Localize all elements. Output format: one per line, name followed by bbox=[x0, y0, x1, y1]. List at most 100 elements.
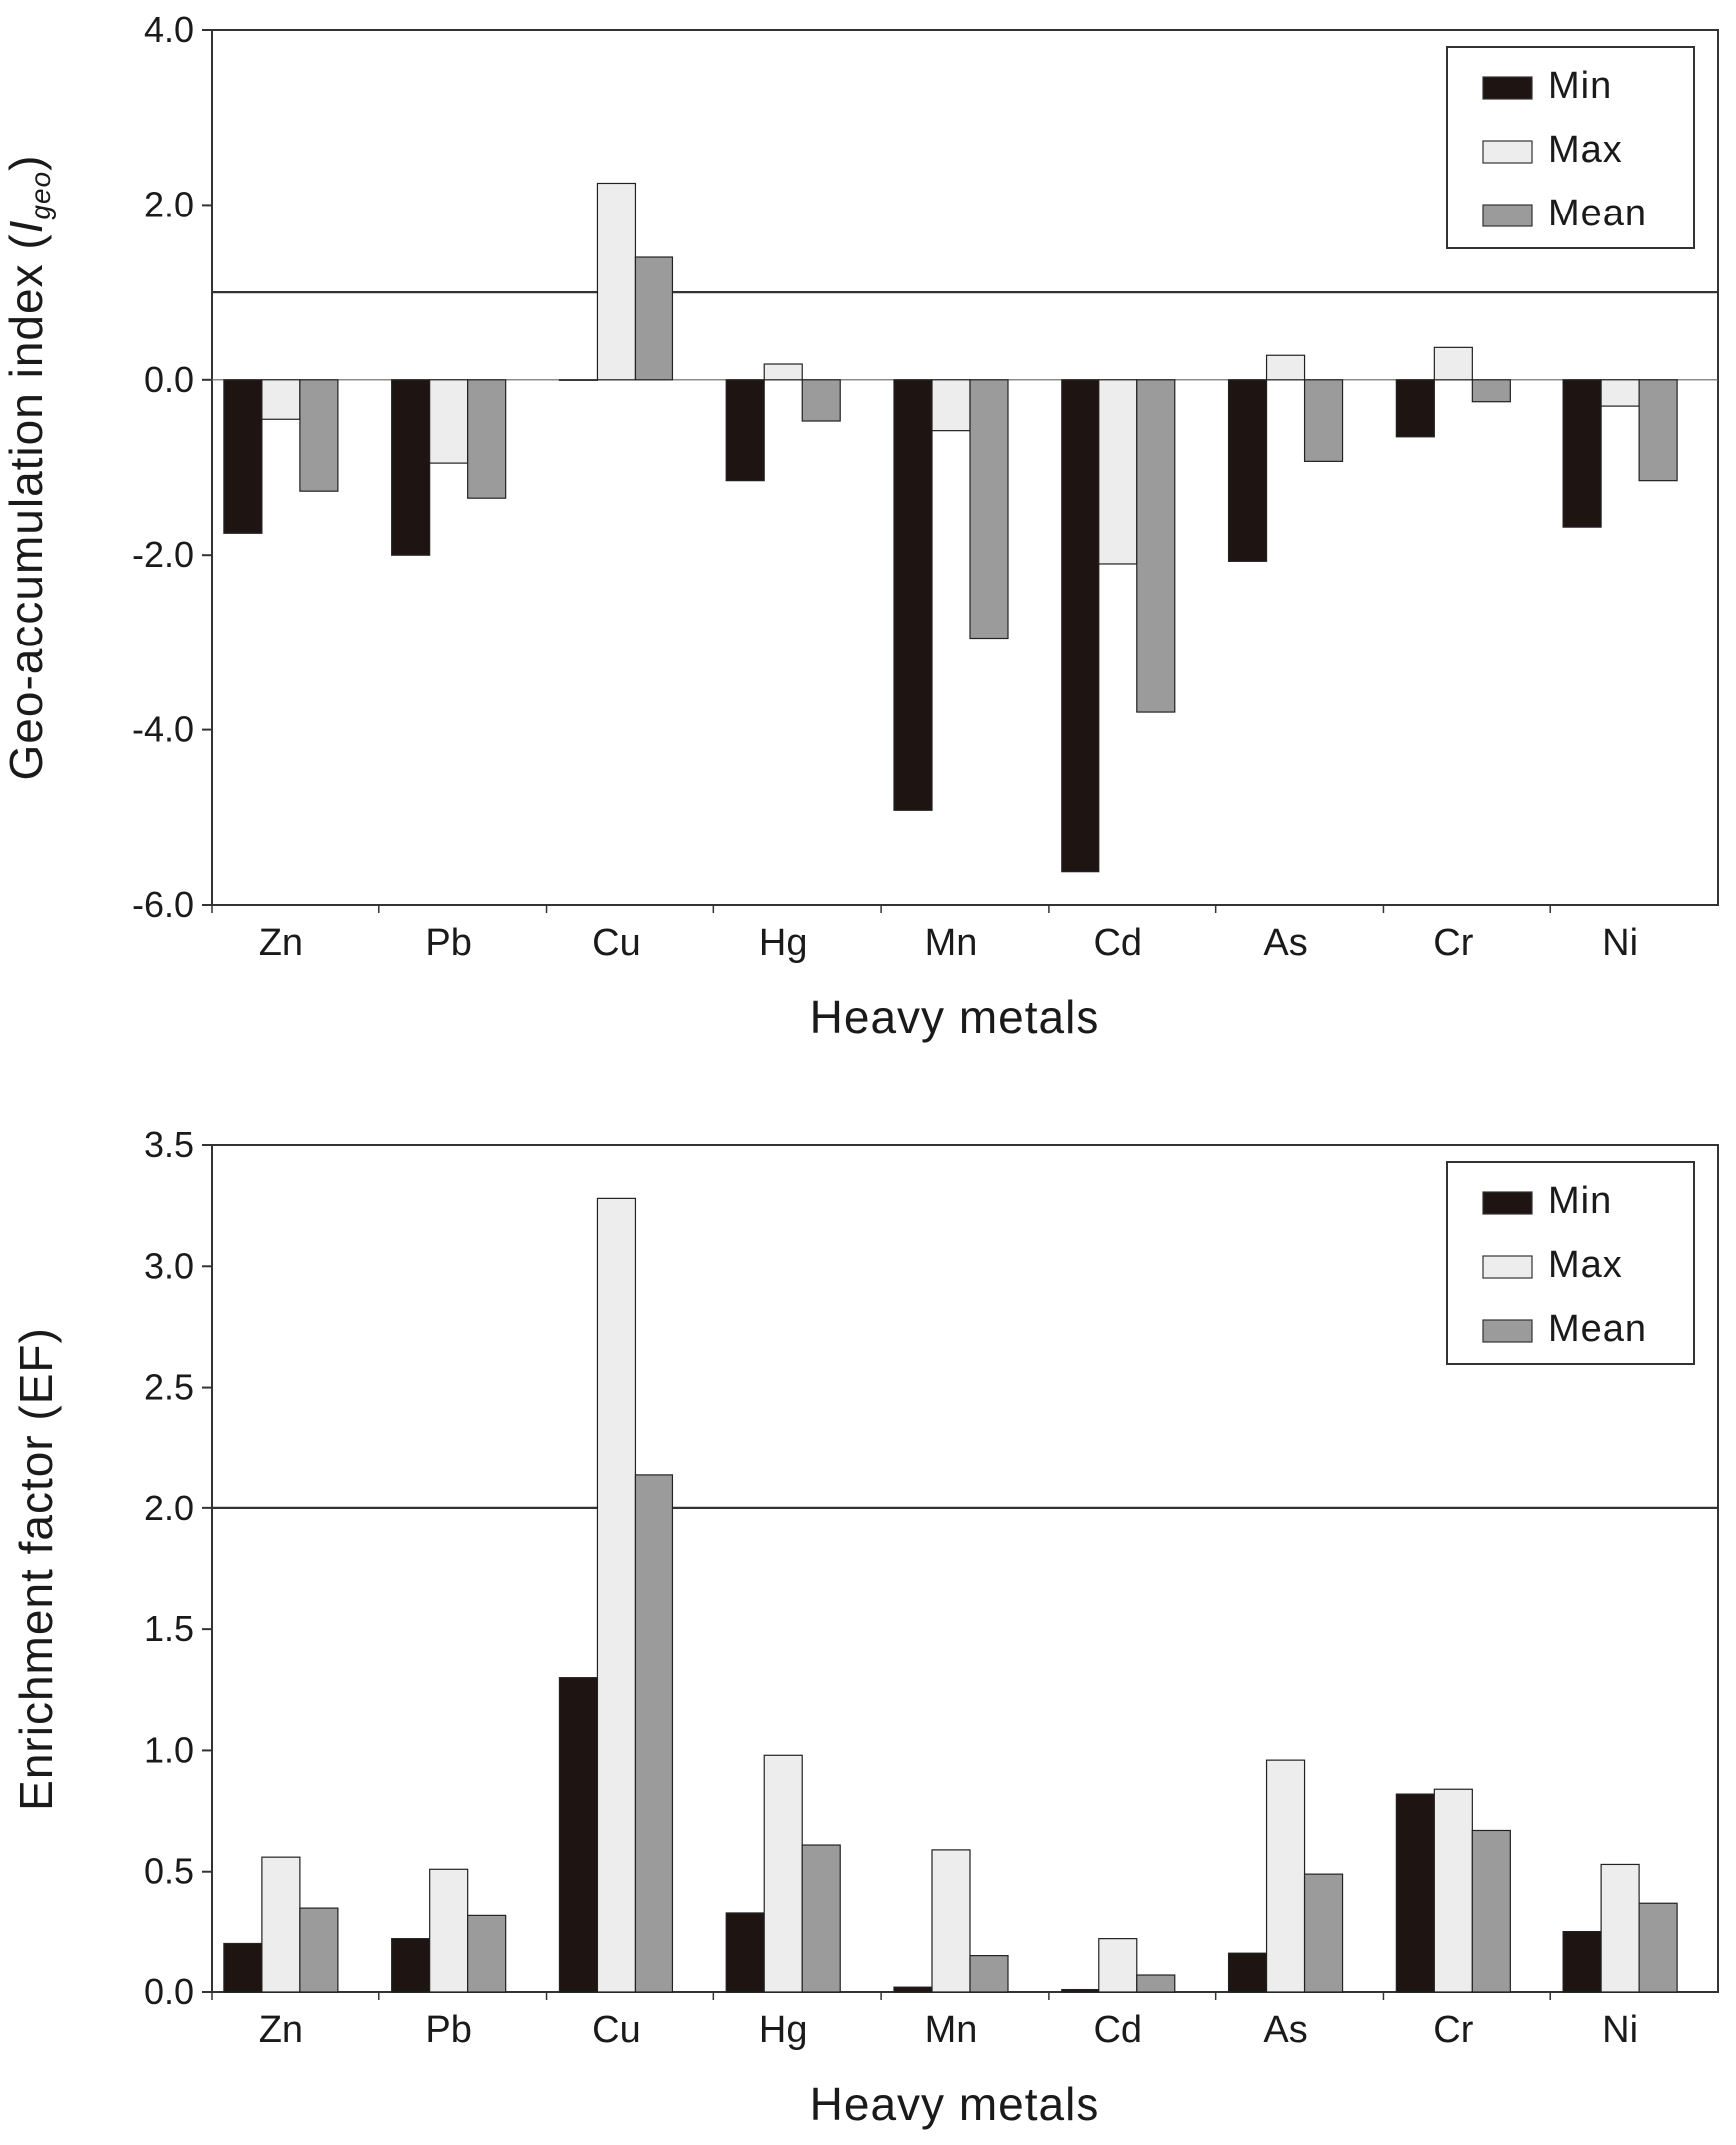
bar-max-ni bbox=[1600, 1863, 1640, 1993]
bar-mean-ni bbox=[1638, 379, 1678, 482]
bar-min-zn bbox=[223, 379, 263, 534]
bar-mean-pb bbox=[467, 379, 507, 499]
plot-frame bbox=[211, 29, 1719, 906]
x-tick-label: Cd bbox=[1093, 2009, 1142, 2051]
y-tick-label: 2.0 bbox=[144, 1488, 194, 1528]
bar-mean-as bbox=[1303, 1873, 1344, 1993]
bar-min-mn bbox=[893, 379, 933, 811]
bar-mean-zn bbox=[299, 379, 339, 492]
y-tick-label: 0.0 bbox=[144, 1971, 194, 2012]
x-tick-label: Zn bbox=[259, 922, 303, 964]
y-tick-label: -2.0 bbox=[132, 534, 194, 575]
x-tick-label: Cr bbox=[1433, 922, 1473, 964]
bar-min-cu bbox=[558, 379, 599, 381]
x-tick-label: Cu bbox=[592, 922, 641, 964]
bar-max-cu bbox=[596, 182, 637, 381]
bar-max-ni bbox=[1600, 379, 1640, 407]
y-tick-label: 0.0 bbox=[144, 359, 194, 400]
bar-max-pb bbox=[429, 1868, 469, 1993]
x-tick-label: Mn bbox=[925, 2009, 978, 2051]
legend-label-min: Min bbox=[1548, 1180, 1612, 1222]
bar-mean-cr bbox=[1471, 379, 1511, 403]
x-tick-label: As bbox=[1263, 922, 1307, 964]
bar-max-as bbox=[1265, 1759, 1306, 1993]
legend-swatch-max bbox=[1482, 1255, 1533, 1279]
bar-max-hg bbox=[763, 1754, 803, 1993]
legend-swatch-mean bbox=[1482, 1319, 1533, 1343]
x-tick-label: Ni bbox=[1602, 2009, 1638, 2051]
bar-mean-ni bbox=[1638, 1902, 1678, 1993]
bar-mean-hg bbox=[801, 379, 841, 422]
y-axis-title: Enrichment factor (EF) bbox=[10, 1327, 62, 1811]
bar-mean-zn bbox=[299, 1907, 339, 1993]
x-tick-label: Pb bbox=[425, 2009, 471, 2051]
bar-max-pb bbox=[429, 379, 469, 464]
bar-min-cr bbox=[1395, 1793, 1435, 1993]
x-tick-label: Cu bbox=[592, 2009, 641, 2051]
bar-min-mn bbox=[893, 1986, 933, 1993]
bar-mean-cd bbox=[1136, 379, 1176, 713]
bar-min-as bbox=[1227, 379, 1268, 562]
y-tick-label: 2.0 bbox=[144, 184, 194, 224]
bar-mean-cu bbox=[634, 256, 674, 381]
bar-mean-cr bbox=[1471, 1829, 1511, 1993]
legend: Min Max Mean bbox=[1446, 46, 1695, 249]
bar-min-pb bbox=[391, 379, 431, 556]
bar-mean-hg bbox=[801, 1844, 841, 1993]
legend-label-min: Min bbox=[1548, 65, 1612, 107]
x-tick-label: Pb bbox=[425, 922, 471, 964]
bar-min-ni bbox=[1562, 1930, 1602, 1993]
bar-max-hg bbox=[763, 363, 803, 381]
y-tick-label: 2.5 bbox=[144, 1367, 194, 1408]
x-tick-label: Ni bbox=[1602, 922, 1638, 964]
bar-min-as bbox=[1227, 1952, 1268, 1993]
bar-max-cr bbox=[1433, 1788, 1473, 1993]
y-axis-title: Geo-accumulation index (Igeo) bbox=[0, 155, 56, 781]
bar-mean-mn bbox=[969, 379, 1009, 640]
bar-min-cu bbox=[558, 1677, 599, 1993]
y-tick-label: 1.0 bbox=[144, 1729, 194, 1770]
y-tick-label: 3.0 bbox=[144, 1245, 194, 1286]
bar-min-pb bbox=[391, 1938, 431, 1993]
bar-max-zn bbox=[261, 1856, 301, 1993]
legend: Min Max Mean bbox=[1446, 1161, 1695, 1365]
bar-min-cd bbox=[1061, 379, 1100, 873]
enrichment-factor-chart: 0.0 0.5 1.0 1.5 2.0 2.5 3.0 3.5 Zn Pb Cu Hg Mn Cd As Cr… bbox=[10, 1124, 1719, 2130]
bar-max-zn bbox=[261, 379, 301, 420]
y-tick-label: 4.0 bbox=[144, 9, 194, 50]
bar-min-ni bbox=[1562, 379, 1602, 528]
y-tick-label: 1.5 bbox=[144, 1608, 194, 1649]
geo-accumulation-chart: -6.0 -4.0 -2.0 0.0 2.0 4.0 Zn Pb Cu Hg Mn Cd As Cr Ni H… bbox=[0, 9, 1719, 1043]
bar-mean-pb bbox=[467, 1914, 507, 1993]
bar-min-cd bbox=[1061, 1988, 1100, 1993]
x-tick-label: Hg bbox=[759, 2009, 808, 2051]
legend-swatch-mean bbox=[1482, 204, 1533, 227]
x-axis-title: Heavy metals bbox=[810, 2078, 1100, 2130]
bar-max-mn bbox=[931, 1849, 971, 1993]
bar-min-cr bbox=[1395, 379, 1435, 438]
bar-max-cr bbox=[1433, 346, 1473, 381]
x-axis-title: Heavy metals bbox=[810, 991, 1100, 1043]
bar-mean-cd bbox=[1136, 1974, 1176, 1993]
bar-max-mn bbox=[931, 379, 971, 432]
legend-swatch-max bbox=[1482, 140, 1533, 164]
x-tick-label: Mn bbox=[925, 922, 978, 964]
bar-max-as bbox=[1265, 354, 1306, 381]
bar-mean-cu bbox=[634, 1474, 674, 1993]
x-tick-label: Cd bbox=[1093, 922, 1142, 964]
bar-max-cd bbox=[1098, 379, 1138, 565]
x-tick-label: As bbox=[1263, 2009, 1307, 2051]
y-tick-label: 0.5 bbox=[144, 1851, 194, 1892]
bar-max-cu bbox=[596, 1197, 637, 1993]
bar-min-zn bbox=[223, 1942, 263, 1993]
x-tick-label: Zn bbox=[259, 2009, 303, 2051]
legend-label-mean: Mean bbox=[1548, 1308, 1647, 1350]
y-tick-label: -4.0 bbox=[132, 709, 194, 750]
legend-label-max: Max bbox=[1548, 129, 1623, 171]
bar-min-hg bbox=[725, 379, 765, 482]
bar-mean-as bbox=[1303, 379, 1344, 462]
bar-mean-mn bbox=[969, 1955, 1009, 1993]
y-tick-label: 3.5 bbox=[144, 1124, 194, 1165]
bar-min-hg bbox=[725, 1912, 765, 1993]
